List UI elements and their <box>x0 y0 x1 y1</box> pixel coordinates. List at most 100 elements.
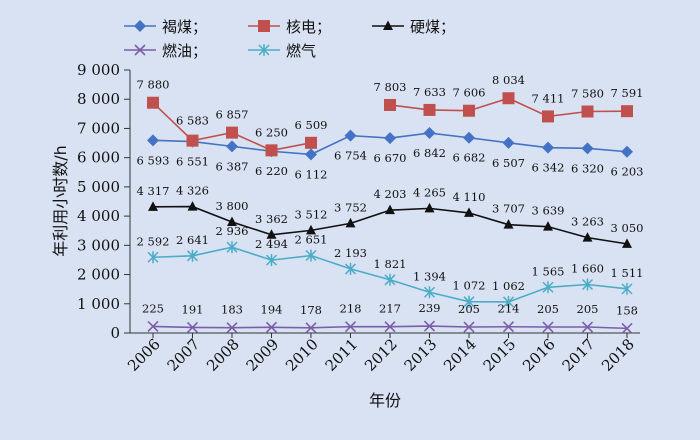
data-label: 7 606 <box>453 86 486 100</box>
data-label: 2 592 <box>137 234 170 248</box>
data-label: 6 754 <box>334 149 367 163</box>
series-point <box>305 322 317 334</box>
data-label: 4 110 <box>453 190 486 204</box>
data-label: 6 507 <box>492 156 525 170</box>
data-label: 6 670 <box>374 151 407 165</box>
y-tick-label: 1 000 <box>77 295 120 313</box>
data-label: 1 072 <box>453 279 486 293</box>
series-point <box>463 321 475 333</box>
series-point <box>384 273 396 286</box>
series-point <box>424 202 435 213</box>
data-label: 7 880 <box>137 78 170 92</box>
series-point <box>265 144 278 157</box>
legend-label: 褐煤； <box>162 18 207 36</box>
series-point <box>543 221 553 231</box>
series-point <box>542 321 554 333</box>
series-point <box>463 131 475 144</box>
series-point <box>305 136 317 149</box>
legend-marker <box>258 20 270 32</box>
data-label: 205 <box>458 302 480 316</box>
data-label: 191 <box>182 302 204 316</box>
x-axis-title: 年份 <box>369 391 401 410</box>
y-tick-label: 0 <box>110 324 120 342</box>
data-label: 178 <box>300 303 322 317</box>
data-label: 3 752 <box>334 200 367 214</box>
data-label: 6 250 <box>255 125 288 139</box>
series-point <box>226 140 238 153</box>
data-label: 7 411 <box>532 91 565 105</box>
legend: 褐煤； 核电； 硬煤； 燃油； 燃气 <box>124 18 455 60</box>
axes <box>129 70 640 334</box>
data-label: 6 509 <box>295 118 328 132</box>
series-point <box>503 219 514 229</box>
data-label: 2 193 <box>334 246 367 260</box>
series-point <box>187 201 198 211</box>
data-label: 214 <box>498 302 520 316</box>
series-point <box>423 127 436 140</box>
series-point <box>345 217 356 228</box>
data-label: 218 <box>340 302 362 316</box>
y-tick-label: 8 000 <box>77 90 120 108</box>
data-label: 205 <box>537 302 559 316</box>
series-point <box>344 321 357 333</box>
data-label: 3 800 <box>216 199 249 213</box>
data-label: 4 317 <box>137 184 170 198</box>
series-point <box>384 98 396 111</box>
series-point <box>147 251 159 264</box>
data-label: 7 633 <box>413 85 446 99</box>
y-axis-title: 年利用小时数/h <box>51 145 70 257</box>
data-label: 6 857 <box>216 108 249 122</box>
y-tick-label: 9 000 <box>77 61 120 79</box>
data-label: 7 591 <box>611 86 644 100</box>
y-tick-label: 7 000 <box>77 119 120 137</box>
series-point <box>148 201 158 211</box>
legend-label: 核电； <box>286 18 331 36</box>
series-point <box>186 134 199 147</box>
series-point <box>542 110 554 123</box>
data-label: 3 050 <box>611 221 644 235</box>
data-label: 158 <box>616 303 638 317</box>
series-point <box>186 249 199 262</box>
legend-item: 褐煤； <box>124 18 207 36</box>
series-point <box>502 136 515 149</box>
series-point <box>463 295 475 308</box>
data-label: 1 394 <box>413 269 446 283</box>
series-3 <box>147 320 633 334</box>
series-4 <box>147 241 633 308</box>
series-point <box>463 104 475 117</box>
series-point <box>581 321 594 333</box>
data-label: 183 <box>221 303 243 317</box>
series-point <box>265 254 278 267</box>
data-label: 6 203 <box>611 165 644 179</box>
legend-marker <box>134 44 146 56</box>
data-label: 3 707 <box>492 202 525 216</box>
legend-item: 燃气 <box>248 42 316 60</box>
data-label: 6 220 <box>255 164 288 178</box>
data-label: 194 <box>261 302 283 316</box>
y-ticks: 0 1 000 2 000 3 000 4 000 5 000 6 000 7 000 8 00… <box>77 61 130 342</box>
series-2 <box>148 201 632 248</box>
data-label: 1 565 <box>532 264 565 278</box>
series-point <box>581 105 594 118</box>
data-labels: 6 593 6 551 6 387 6 220 6 112 6 754 6 670 6 842… <box>137 73 644 317</box>
data-label: 3 639 <box>532 204 565 218</box>
y-tick-label: 4 000 <box>77 207 120 225</box>
legend-marker <box>134 20 146 32</box>
y-tick-label: 6 000 <box>77 149 120 167</box>
legend-item: 核电； <box>248 18 331 36</box>
y-tick-label: 5 000 <box>77 178 120 196</box>
series-point <box>265 321 278 333</box>
legend-label: 硬煤； <box>410 18 455 36</box>
series-point <box>306 224 316 235</box>
data-label: 3 362 <box>255 212 288 226</box>
data-label: 239 <box>419 301 441 315</box>
legend-marker <box>383 20 393 30</box>
series-point <box>226 322 238 334</box>
series-point <box>502 295 515 308</box>
series-point <box>227 216 237 226</box>
data-label: 4 326 <box>176 184 209 198</box>
y-tick-label: 2 000 <box>77 266 120 284</box>
data-label: 1 062 <box>492 279 525 293</box>
series-point <box>344 129 357 142</box>
